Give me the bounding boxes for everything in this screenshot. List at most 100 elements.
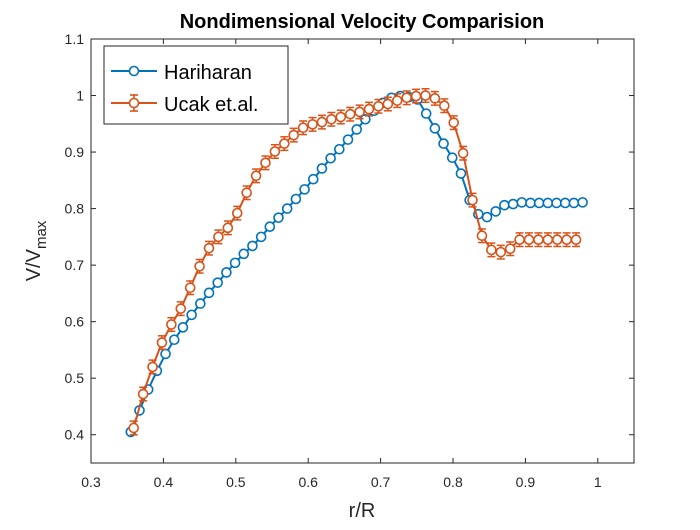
data-point: [273, 212, 284, 223]
data-point: [438, 138, 449, 149]
data-point: [351, 124, 363, 135]
data-point: [570, 234, 582, 245]
legend: Hariharan Ucak et.al.: [103, 45, 289, 125]
y-axis-label: V/Vmax: [23, 220, 50, 281]
x-axis-label: r/R: [349, 500, 376, 522]
x-tick-label: 0.5: [226, 474, 246, 490]
data-point: [561, 234, 572, 245]
data-point: [222, 222, 234, 234]
data-point: [269, 146, 281, 157]
data-point: [410, 90, 422, 102]
data-point: [213, 231, 224, 243]
y-axis-label-main: V/V: [23, 248, 45, 281]
data-point: [448, 117, 460, 128]
series-layer: [125, 87, 588, 438]
y-tick-label: 0.5: [65, 370, 85, 386]
data-point: [420, 90, 431, 101]
data-point: [184, 282, 196, 294]
data-point: [137, 388, 149, 400]
data-point: [326, 113, 337, 125]
data-point: [297, 122, 309, 134]
data-point: [229, 257, 241, 269]
legend-label-ucak: Ucak et.al.: [164, 94, 258, 116]
data-point: [247, 240, 258, 252]
data-point: [290, 193, 302, 205]
data-point: [250, 170, 262, 182]
data-point: [495, 246, 507, 258]
data-point: [551, 234, 563, 245]
data-point: [241, 187, 252, 199]
data-point: [194, 260, 205, 272]
data-point: [186, 309, 197, 321]
data-point: [221, 267, 232, 278]
data-point: [577, 197, 588, 208]
data-point: [476, 230, 488, 242]
data-point: [128, 422, 140, 434]
data-point: [401, 92, 412, 104]
data-point: [231, 207, 243, 219]
data-point: [363, 103, 375, 115]
data-point: [490, 206, 502, 217]
x-tick-label: 0.3: [81, 474, 101, 490]
data-point: [212, 277, 223, 288]
y-tick-label: 0.6: [65, 314, 85, 330]
data-point: [382, 98, 394, 110]
data-point: [299, 184, 310, 195]
data-point: [195, 298, 206, 309]
x-tick-label: 0.6: [298, 474, 318, 490]
data-point: [307, 173, 319, 185]
data-point: [147, 361, 158, 373]
data-point: [439, 100, 450, 112]
data-point: [559, 197, 571, 209]
legend-label-hariharan: Hariharan: [164, 62, 252, 84]
legend-marker-hariharan: [128, 65, 140, 77]
data-point: [160, 348, 171, 360]
data-point: [481, 211, 493, 223]
y-axis-label-group: V/Vmax: [23, 220, 50, 281]
data-point: [335, 111, 347, 123]
data-point: [455, 168, 467, 179]
data-point: [288, 129, 300, 141]
data-point: [316, 163, 328, 174]
x-tick-label: 0.8: [443, 474, 463, 490]
data-point: [420, 108, 432, 119]
data-point: [568, 197, 580, 209]
x-tick-label: 0.7: [371, 474, 391, 490]
data-point: [373, 100, 384, 112]
data-point: [504, 243, 516, 255]
data-point: [542, 234, 554, 245]
data-point: [307, 119, 318, 130]
data-point: [354, 106, 365, 118]
data-point: [516, 197, 528, 208]
data-point: [177, 322, 189, 333]
data-point: [514, 234, 525, 245]
y-tick-label: 0.9: [65, 144, 85, 160]
data-point: [166, 319, 177, 330]
y-tick-label: 1: [76, 88, 84, 104]
y-tick-label: 1.1: [65, 31, 85, 47]
data-point: [260, 157, 271, 169]
y-tick-label: 0.7: [65, 257, 85, 273]
data-point: [499, 199, 510, 211]
data-point: [203, 242, 215, 254]
x-tick-label: 1: [594, 474, 602, 490]
data-point: [457, 147, 469, 159]
data-point: [551, 197, 562, 209]
y-axis-label-subscript: max: [33, 220, 50, 249]
series-ucak: [128, 87, 582, 436]
data-point: [525, 197, 536, 209]
plot-area-border: [90, 38, 635, 464]
chart-title: Nondimensional Velocity Comparision: [180, 11, 545, 33]
data-point: [281, 203, 293, 214]
y-tick-label: 0.4: [65, 427, 85, 443]
data-point: [507, 198, 519, 210]
data-point: [533, 197, 545, 209]
data-point: [391, 95, 403, 106]
x-tick-label: 0.9: [516, 474, 536, 490]
data-point: [279, 138, 290, 149]
data-point: [316, 116, 328, 128]
data-point: [446, 152, 458, 164]
data-point: [325, 152, 336, 164]
